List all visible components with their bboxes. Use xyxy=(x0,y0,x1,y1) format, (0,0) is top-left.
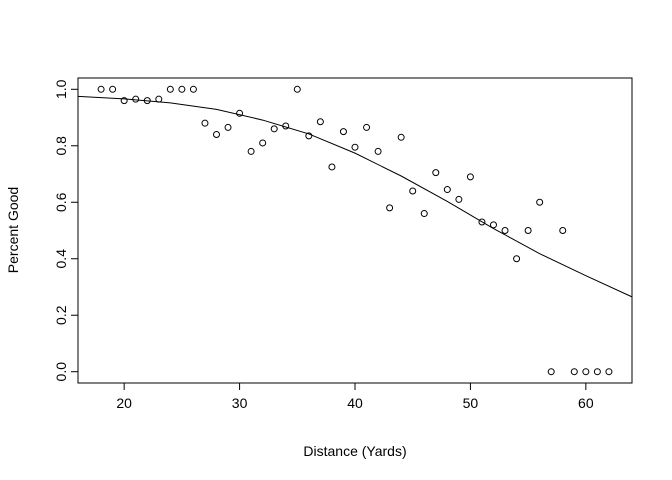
data-point xyxy=(443,186,451,194)
data-point xyxy=(224,123,232,131)
data-point xyxy=(478,218,486,226)
data-point xyxy=(328,163,336,171)
plot-frame xyxy=(77,77,633,384)
x-tick-label: 20 xyxy=(116,395,132,411)
data-point xyxy=(582,368,590,376)
y-tick-label: 0.0 xyxy=(53,362,69,382)
data-point xyxy=(524,227,532,234)
data-point xyxy=(386,204,394,212)
data-point xyxy=(536,198,544,206)
data-point xyxy=(143,97,151,105)
data-point xyxy=(547,368,555,376)
x-tick-label: 40 xyxy=(347,395,363,411)
data-point xyxy=(155,95,163,103)
data-point xyxy=(109,85,117,93)
data-point xyxy=(409,187,417,195)
data-point xyxy=(374,147,382,155)
x-tick-label: 30 xyxy=(232,395,248,411)
data-point xyxy=(120,97,128,105)
data-point xyxy=(455,195,463,203)
data-point xyxy=(166,85,174,93)
data-point xyxy=(420,210,428,218)
y-tick-label: 0.4 xyxy=(53,249,69,269)
y-tick-label: 0.6 xyxy=(53,192,69,212)
y-tick-label: 1.0 xyxy=(53,79,69,99)
data-point xyxy=(178,85,186,93)
x-tick-label: 50 xyxy=(463,395,479,411)
y-tick-label: 0.2 xyxy=(53,305,69,325)
x-tick-label: 60 xyxy=(578,395,594,411)
data-point xyxy=(270,125,278,133)
data-point xyxy=(339,128,347,136)
data-point xyxy=(293,85,301,93)
data-point xyxy=(305,132,313,140)
data-point xyxy=(213,130,220,138)
fit-curve xyxy=(77,95,633,298)
data-point xyxy=(201,119,209,127)
data-point xyxy=(559,227,567,234)
data-point xyxy=(259,139,267,147)
data-point xyxy=(397,133,405,141)
data-point xyxy=(247,147,255,155)
data-point xyxy=(466,173,474,181)
data-point xyxy=(132,95,140,103)
data-point xyxy=(513,255,521,263)
data-point xyxy=(501,227,509,234)
data-point xyxy=(236,109,244,117)
data-point xyxy=(593,368,601,376)
data-point xyxy=(316,118,324,126)
data-point xyxy=(605,368,613,376)
y-tick-label: 0.8 xyxy=(53,136,69,156)
data-point xyxy=(363,123,371,131)
y-axis-label: Percent Good xyxy=(5,187,21,273)
data-point xyxy=(432,169,440,177)
data-point xyxy=(351,143,359,151)
data-point xyxy=(97,85,105,93)
data-point xyxy=(490,221,497,229)
data-point xyxy=(189,85,197,93)
data-point xyxy=(570,368,578,376)
data-point xyxy=(282,122,290,130)
x-axis-label: Distance (Yards) xyxy=(303,443,406,459)
